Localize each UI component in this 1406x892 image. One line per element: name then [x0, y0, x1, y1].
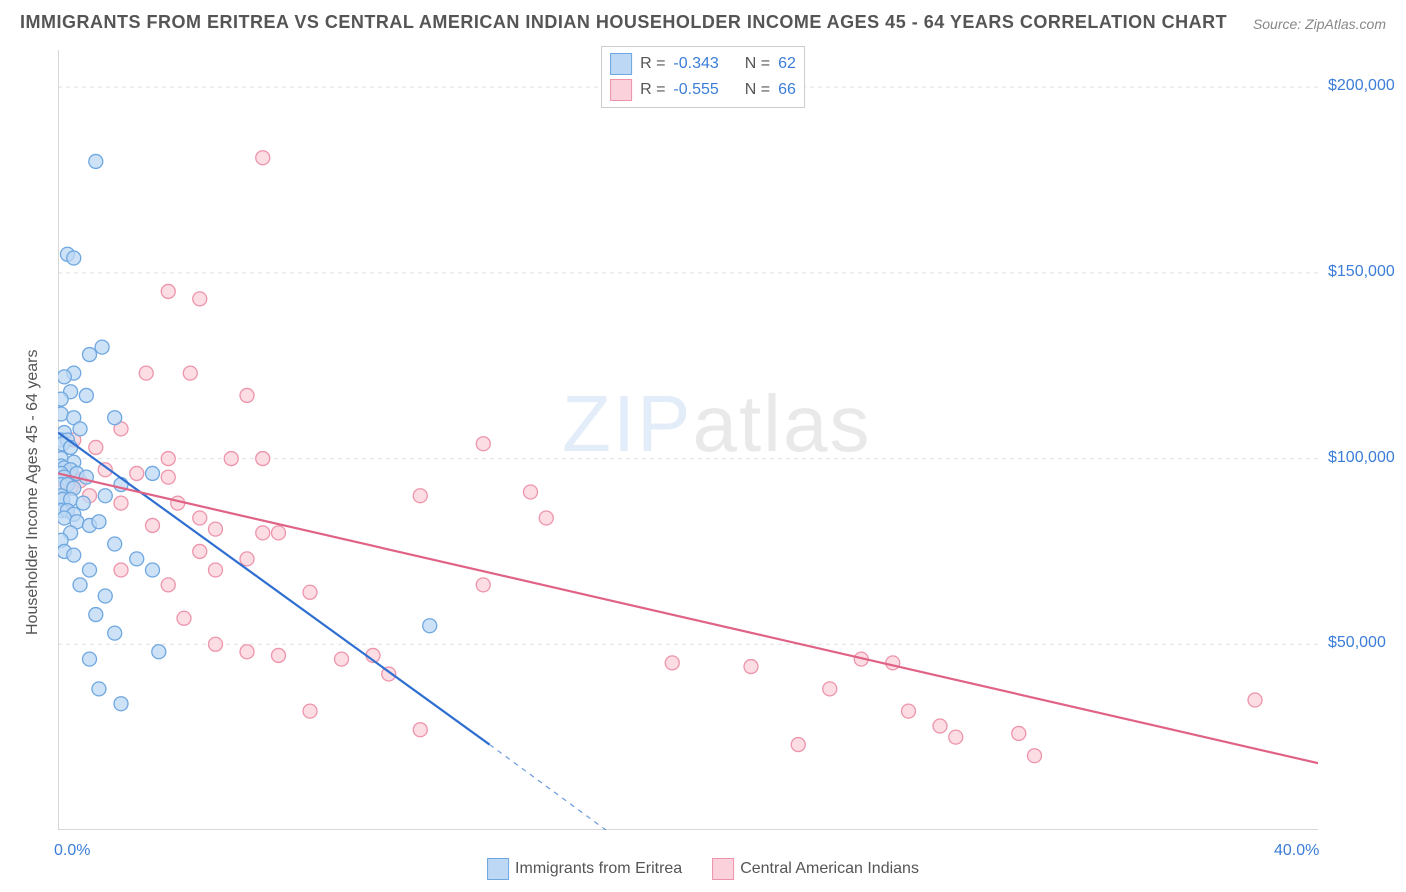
y-tick-label: $150,000 — [1328, 263, 1395, 281]
n-label: N = — [745, 55, 770, 73]
legend-item-series1: Immigrants from Eritrea — [487, 858, 682, 880]
y-axis-label: Householder Income Ages 45 - 64 years — [24, 350, 42, 636]
chart-title: IMMIGRANTS FROM ERITREA VS CENTRAL AMERI… — [20, 12, 1227, 33]
r-label: R = — [640, 55, 665, 73]
r-value-1: -0.343 — [673, 55, 718, 73]
x-axis-min-label: 0.0% — [54, 842, 90, 860]
series-legend: Immigrants from Eritrea Central American… — [487, 858, 919, 880]
x-axis-max-label: 40.0% — [1274, 842, 1319, 860]
n-label: N = — [745, 81, 770, 99]
r-label: R = — [640, 81, 665, 99]
source-prefix: Source: — [1253, 16, 1305, 32]
correlation-legend: R = -0.343 N = 62 R = -0.555 N = 66 — [601, 46, 805, 108]
y-tick-label: $100,000 — [1328, 449, 1395, 467]
r-value-2: -0.555 — [673, 81, 718, 99]
legend-swatch-icon — [610, 79, 632, 101]
legend-swatch-icon — [610, 53, 632, 75]
legend-row-series1: R = -0.343 N = 62 — [610, 51, 796, 77]
legend-item-series2: Central American Indians — [712, 858, 919, 880]
legend-swatch-icon — [712, 858, 734, 880]
y-tick-label: $50,000 — [1328, 634, 1386, 652]
legend-row-series2: R = -0.555 N = 66 — [610, 77, 796, 103]
n-value-2: 66 — [778, 81, 796, 99]
legend-label-series1: Immigrants from Eritrea — [515, 860, 682, 878]
y-tick-label: $200,000 — [1328, 77, 1395, 95]
source-name: ZipAtlas.com — [1305, 16, 1386, 32]
source-label: Source: ZipAtlas.com — [1253, 16, 1386, 32]
n-value-1: 62 — [778, 55, 796, 73]
legend-swatch-icon — [487, 858, 509, 880]
scatter-plot — [58, 50, 1318, 830]
legend-label-series2: Central American Indians — [740, 860, 919, 878]
